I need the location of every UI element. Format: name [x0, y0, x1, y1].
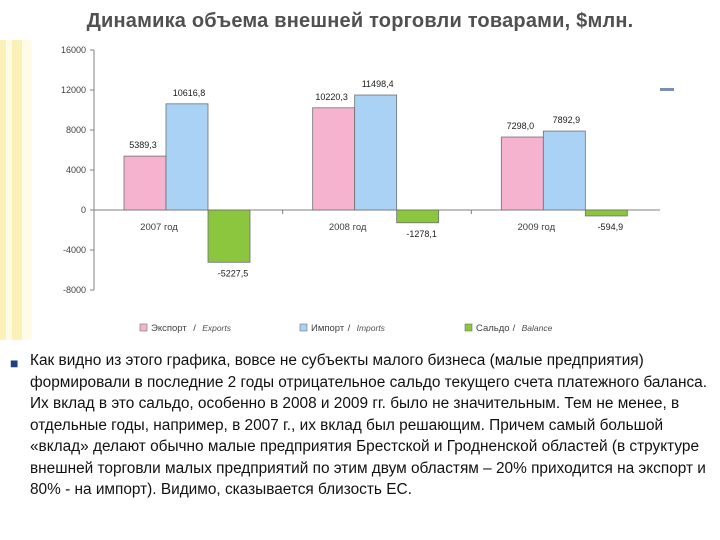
- legend-label: Сальдо: [476, 323, 510, 334]
- data-label: 5389,3: [129, 140, 157, 150]
- legend-separator: /: [193, 323, 196, 334]
- data-label: 11498,4: [362, 79, 394, 89]
- data-label: 10616,8: [173, 88, 206, 98]
- balance-bar: [207, 209, 251, 263]
- y-tick-label: 0: [81, 205, 86, 215]
- legend-english-label: Imports: [357, 323, 386, 333]
- legend-label: Импорт: [311, 323, 345, 334]
- import-bar: [165, 103, 209, 211]
- legend-english-label: Exports: [202, 323, 232, 333]
- decorative-side-strip: [0, 40, 32, 340]
- y-tick-label: 4000: [66, 165, 86, 175]
- balance-bar: [396, 209, 440, 224]
- legend-swatch: [299, 323, 308, 332]
- data-label: 7298,0: [507, 121, 535, 131]
- body-paragraph: Как видно из этого графика, вовсе не суб…: [30, 352, 708, 498]
- balance-bar: [584, 209, 628, 217]
- export-bar: [123, 155, 167, 211]
- y-tick-label: -8000: [63, 285, 86, 295]
- legend-separator: /: [348, 323, 351, 334]
- y-tick-label: 12000: [61, 85, 86, 95]
- import-bar: [542, 130, 586, 211]
- trade-bar-chart: 16000 12000 8000 4000 0 -4000 -8000 5389,3 10616…: [61, 45, 660, 334]
- export-bar: [312, 107, 356, 211]
- category-label: 2008 год: [329, 222, 367, 233]
- data-label: -1278,1: [406, 229, 437, 239]
- category-label: 2009 год: [518, 222, 556, 233]
- decorative-rule: [660, 88, 674, 91]
- import-bar: [354, 94, 398, 211]
- data-label: -594,9: [598, 222, 624, 232]
- y-tick-label: 8000: [66, 125, 86, 135]
- category-label: 2007 год: [140, 222, 178, 233]
- legend-separator: /: [513, 323, 516, 334]
- slide-title: Динамика объема внешней торговли товарам…: [86, 10, 634, 32]
- y-tick-label: 16000: [61, 45, 86, 55]
- legend-english-label: Balance: [522, 323, 553, 333]
- data-label: 10220,3: [315, 92, 348, 102]
- bullet-square-icon: ■: [10, 355, 19, 371]
- data-label: -5227,5: [218, 268, 249, 278]
- y-tick-label: -4000: [63, 245, 86, 255]
- legend-label: Экспорт: [151, 323, 187, 334]
- legend-swatch: [464, 323, 473, 332]
- data-label: 7892,9: [553, 115, 581, 125]
- legend-swatch: [139, 323, 148, 332]
- export-bar: [500, 136, 544, 211]
